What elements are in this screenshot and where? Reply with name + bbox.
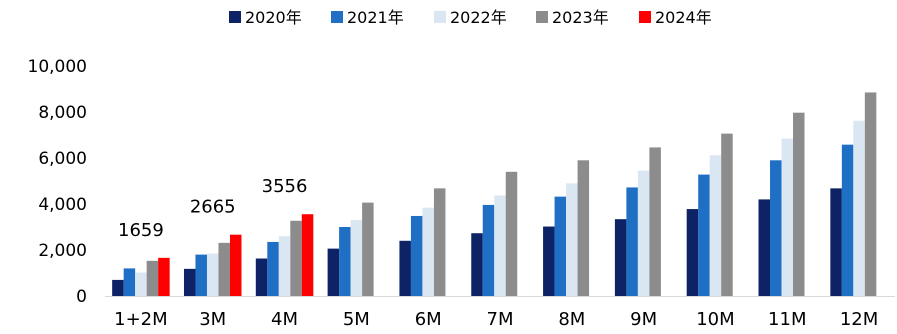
bar-2021年-5M xyxy=(339,227,351,296)
data-labels: 1659 2665 3556 xyxy=(118,176,307,241)
x-tick-label: 9M xyxy=(630,309,657,330)
bar-2022年-1+2M xyxy=(135,272,147,296)
bar-2020年-9M xyxy=(614,219,627,296)
bar-2022年-10M xyxy=(709,155,722,296)
x-tick-label: 7M xyxy=(487,309,514,330)
y-tick-label: 6,000 xyxy=(38,149,87,169)
legend-label: 2021年 xyxy=(347,8,404,27)
bar-2022年-11M xyxy=(781,138,794,296)
bar-2021年-6M xyxy=(410,215,423,296)
bar-2023年-9M xyxy=(649,147,661,296)
bar-2020年-5M xyxy=(327,248,340,296)
legend-swatch-2024年 xyxy=(639,11,651,23)
bar-2023年-12M xyxy=(864,92,877,296)
legend-swatch-2023年 xyxy=(536,11,548,23)
bar-2021年-3M xyxy=(195,254,207,296)
data-label: 1659 xyxy=(118,220,164,241)
bar-2023年-8M xyxy=(577,160,590,296)
bar-2023年-11M xyxy=(793,112,805,296)
bar-2023年-3M xyxy=(218,242,230,296)
legend-swatch-2021年 xyxy=(331,11,343,23)
bar-2021年-11M xyxy=(770,160,782,296)
y-tick-label: 0 xyxy=(76,287,87,307)
bar-2024年-4M xyxy=(301,214,314,296)
x-tick-label: 6M xyxy=(415,309,442,330)
legend-label: 2023年 xyxy=(552,8,609,27)
legend-swatch-2022年 xyxy=(434,11,446,23)
bar-2023年-7M xyxy=(505,171,518,296)
y-tick-label: 4,000 xyxy=(38,195,87,215)
bar-2022年-12M xyxy=(853,120,865,297)
bar-2020年-12M xyxy=(830,188,842,296)
x-tick-label: 4M xyxy=(271,309,298,330)
bar-2021年-12M xyxy=(841,144,854,296)
bar-2021年-1+2M xyxy=(123,268,136,296)
bar-2020年-4M xyxy=(255,258,268,296)
bar-2020年-8M xyxy=(543,226,555,296)
bar-2020年-7M xyxy=(471,233,483,296)
bar-2021年-10M xyxy=(698,174,710,296)
y-tick-label: 2,000 xyxy=(38,241,87,261)
legend-swatch-2020年 xyxy=(229,11,241,23)
bar-2020年-11M xyxy=(758,199,771,296)
bar-2020年-10M xyxy=(686,209,699,296)
bar-2022年-6M xyxy=(422,207,434,296)
bar-2021年-7M xyxy=(482,204,495,296)
bar-2023年-5M xyxy=(362,202,374,296)
bar-2021年-8M xyxy=(554,196,567,296)
y-tick-label: 8,000 xyxy=(38,103,87,123)
legend-label: 2024年 xyxy=(655,8,712,27)
x-tick-label: 8M xyxy=(558,309,585,330)
x-tick-label: 1+2M xyxy=(114,309,168,330)
x-tick-label: 12M xyxy=(840,309,878,330)
x-tick-label: 3M xyxy=(199,309,226,330)
bar-2023年-4M xyxy=(290,220,302,296)
data-label: 2665 xyxy=(190,197,236,218)
y-tick-label: 10,000 xyxy=(28,57,87,77)
bar-2022年-7M xyxy=(494,195,506,296)
bar-2020年-1+2M xyxy=(112,279,124,296)
bar-2022年-3M xyxy=(206,253,219,296)
bar-2023年-1+2M xyxy=(146,260,159,296)
bar-2023年-6M xyxy=(433,188,446,296)
bar-2021年-9M xyxy=(626,187,638,296)
bar-2022年-9M xyxy=(637,170,650,296)
bar-2022年-8M xyxy=(566,183,578,296)
bar-2020年-6M xyxy=(399,240,411,296)
legend-label: 2022年 xyxy=(450,8,507,27)
x-tick-label: 11M xyxy=(768,309,806,330)
bar-2024年-1+2M xyxy=(158,257,170,296)
bar-2022年-5M xyxy=(350,220,363,296)
legend-label: 2020年 xyxy=(245,8,302,27)
x-tick-label: 5M xyxy=(343,309,370,330)
bar-2024年-3M xyxy=(229,234,242,296)
bar-2022年-4M xyxy=(278,236,291,296)
bar-2020年-3M xyxy=(183,268,196,296)
y-axis: 0 2,000 4,000 6,000 8,000 10,000 xyxy=(28,57,87,307)
bars xyxy=(112,92,877,297)
data-label: 3556 xyxy=(262,176,308,197)
legend: 2020年 2021年 2022年 2023年 2024年 xyxy=(229,8,712,27)
x-tick-label: 10M xyxy=(696,309,734,330)
bar-2021年-4M xyxy=(267,241,279,296)
x-axis: 1+2M 3M 4M 5M 6M 7M 8M 9M 10M 11M 12M xyxy=(105,296,895,330)
bar-2023年-10M xyxy=(721,133,733,296)
